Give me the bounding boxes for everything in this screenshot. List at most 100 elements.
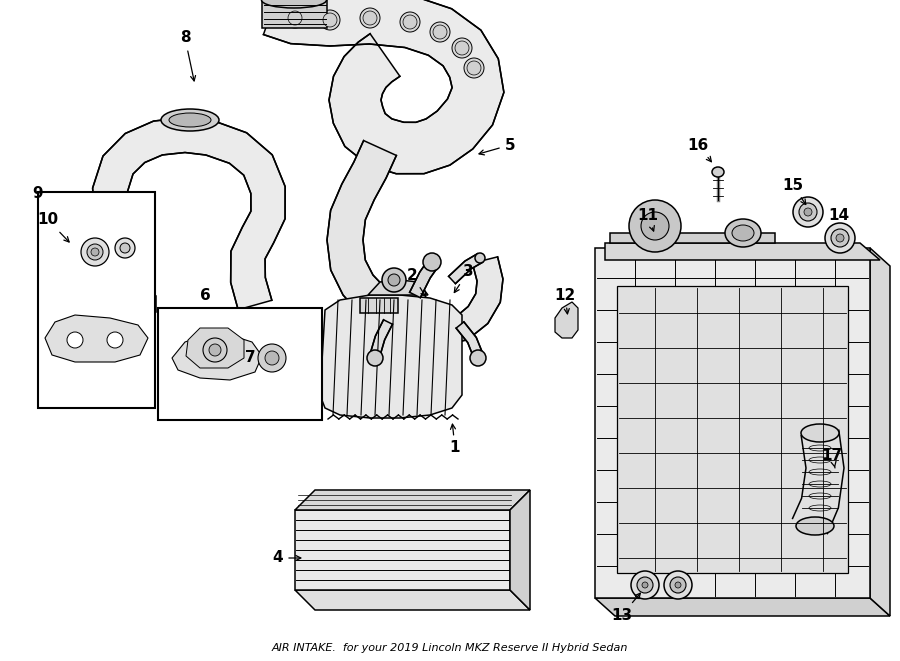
Polygon shape <box>610 233 775 243</box>
Text: AIR INTAKE.  for your 2019 Lincoln MKZ Reserve II Hybrid Sedan: AIR INTAKE. for your 2019 Lincoln MKZ Re… <box>272 643 628 653</box>
Circle shape <box>203 338 227 362</box>
Text: 6: 6 <box>200 288 211 303</box>
Polygon shape <box>595 248 870 598</box>
Bar <box>38 192 155 408</box>
Polygon shape <box>186 328 244 368</box>
Ellipse shape <box>127 276 153 284</box>
Polygon shape <box>368 280 428 295</box>
Circle shape <box>664 571 692 599</box>
Text: 1: 1 <box>450 424 460 455</box>
Polygon shape <box>870 248 890 616</box>
Circle shape <box>288 11 302 25</box>
Circle shape <box>631 571 659 599</box>
Polygon shape <box>295 490 530 510</box>
Polygon shape <box>410 262 436 297</box>
Polygon shape <box>371 257 503 345</box>
Circle shape <box>470 350 486 366</box>
Circle shape <box>367 350 383 366</box>
Circle shape <box>641 212 669 240</box>
Polygon shape <box>93 118 285 311</box>
Circle shape <box>831 229 849 247</box>
Circle shape <box>793 197 823 227</box>
Text: 7: 7 <box>245 350 256 366</box>
Circle shape <box>452 38 472 58</box>
Circle shape <box>464 58 484 78</box>
Ellipse shape <box>475 253 485 263</box>
Circle shape <box>363 11 377 25</box>
Polygon shape <box>264 0 504 174</box>
Circle shape <box>81 238 109 266</box>
Bar <box>360 298 398 313</box>
Circle shape <box>675 582 681 588</box>
Circle shape <box>67 332 83 348</box>
Polygon shape <box>595 598 890 616</box>
Circle shape <box>120 243 130 253</box>
Polygon shape <box>793 430 844 533</box>
Polygon shape <box>555 302 578 338</box>
Text: 14: 14 <box>828 208 849 223</box>
Circle shape <box>799 203 817 221</box>
Circle shape <box>455 41 469 55</box>
Text: 2: 2 <box>407 268 426 297</box>
Polygon shape <box>327 141 396 321</box>
Circle shape <box>382 268 406 292</box>
Text: 16: 16 <box>688 137 711 162</box>
Circle shape <box>360 8 380 28</box>
Circle shape <box>115 238 135 258</box>
Polygon shape <box>617 286 848 573</box>
Circle shape <box>320 10 340 30</box>
Polygon shape <box>370 320 392 356</box>
Ellipse shape <box>712 167 724 177</box>
Text: 4: 4 <box>273 551 301 566</box>
Ellipse shape <box>169 113 211 127</box>
Circle shape <box>403 15 417 29</box>
Polygon shape <box>45 315 148 362</box>
Polygon shape <box>605 243 880 260</box>
Polygon shape <box>295 590 530 610</box>
Polygon shape <box>295 510 510 590</box>
Polygon shape <box>320 295 462 418</box>
Circle shape <box>91 248 99 256</box>
Bar <box>262 0 327 28</box>
Circle shape <box>430 22 450 42</box>
Text: 12: 12 <box>554 288 576 314</box>
Circle shape <box>265 351 279 365</box>
Circle shape <box>467 61 481 75</box>
Text: 10: 10 <box>38 212 69 242</box>
Circle shape <box>400 12 420 32</box>
Circle shape <box>258 344 286 372</box>
Polygon shape <box>172 335 262 380</box>
Circle shape <box>285 8 305 28</box>
Ellipse shape <box>262 0 327 8</box>
Circle shape <box>388 274 400 286</box>
Circle shape <box>107 332 123 348</box>
Circle shape <box>87 244 103 260</box>
Circle shape <box>642 582 648 588</box>
Bar <box>158 308 322 420</box>
Text: 5: 5 <box>479 137 516 155</box>
Text: 11: 11 <box>637 208 659 231</box>
Circle shape <box>836 234 844 242</box>
Circle shape <box>433 25 447 39</box>
Circle shape <box>825 223 855 253</box>
Ellipse shape <box>801 424 839 442</box>
Ellipse shape <box>161 109 219 131</box>
Circle shape <box>629 200 681 252</box>
Bar <box>118 296 156 312</box>
Ellipse shape <box>127 292 153 300</box>
Text: 13: 13 <box>611 593 640 623</box>
Polygon shape <box>448 254 482 284</box>
Text: 9: 9 <box>32 186 42 202</box>
Circle shape <box>423 253 441 271</box>
Ellipse shape <box>732 225 754 241</box>
Circle shape <box>637 577 653 593</box>
Circle shape <box>670 577 686 593</box>
Polygon shape <box>456 322 482 357</box>
Text: 3: 3 <box>454 264 473 293</box>
Text: 17: 17 <box>822 447 842 468</box>
Circle shape <box>209 344 221 356</box>
Circle shape <box>323 13 337 27</box>
Polygon shape <box>510 490 530 610</box>
Ellipse shape <box>725 219 761 247</box>
Circle shape <box>804 208 812 216</box>
